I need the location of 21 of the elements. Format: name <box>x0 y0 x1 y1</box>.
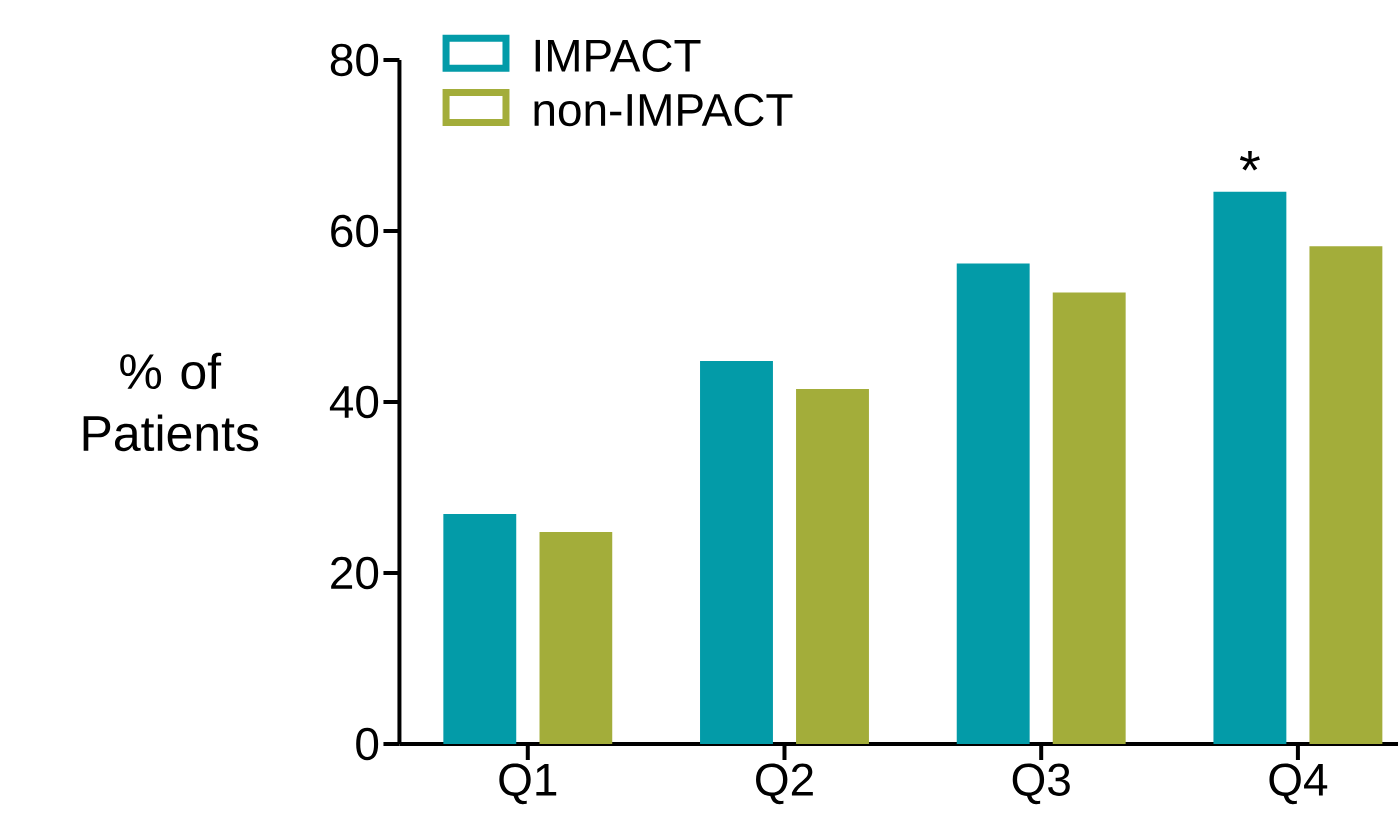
legend-label: IMPACT <box>535 39 701 73</box>
bar <box>1309 246 1383 745</box>
annotation: * <box>1239 150 1260 171</box>
x-tick-label: Q2 <box>756 763 813 805</box>
bar <box>443 514 517 745</box>
bar <box>539 531 613 745</box>
x-tick-label: Q1 <box>499 763 557 805</box>
y-tick-label: 40 <box>329 385 379 419</box>
y-axis-title: % of Patients <box>83 352 259 452</box>
bar <box>1052 292 1126 745</box>
bar <box>700 360 773 745</box>
x-tick-label: Q3 <box>1012 763 1070 805</box>
x-tick-label: Q4 <box>1269 763 1328 805</box>
bar <box>956 263 1030 745</box>
bar <box>796 389 869 745</box>
legend-label: non-IMPACT <box>534 93 793 127</box>
y-tick-label: 0 <box>356 727 379 761</box>
y-tick-label: 80 <box>330 43 379 77</box>
y-tick-label: 60 <box>331 214 379 248</box>
bar <box>1213 191 1287 745</box>
y-tick-label: 20 <box>331 556 379 590</box>
